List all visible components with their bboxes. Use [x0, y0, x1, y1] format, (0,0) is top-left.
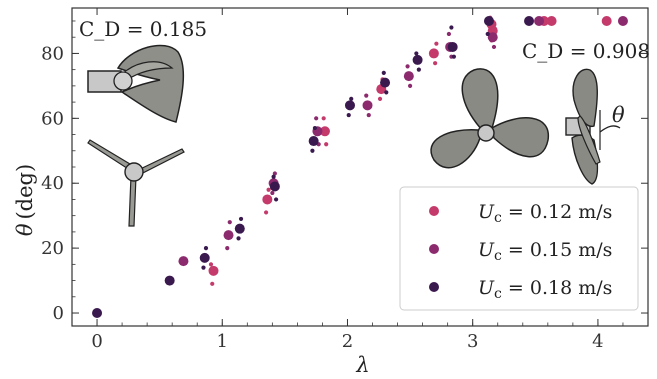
scatter-dot-series-3 — [312, 125, 318, 131]
y-tick-label: 0 — [53, 303, 64, 324]
scatter-dot-series-3 — [274, 197, 279, 202]
scatter-dot-series-3 — [449, 25, 454, 30]
legend-marker-series-2 — [429, 244, 439, 254]
legend-marker-series-1 — [429, 206, 439, 216]
x-axis-label: λ — [355, 353, 369, 377]
scatter-dot-series-1 — [208, 262, 214, 267]
data-points — [92, 15, 628, 319]
data-point-series-3 — [164, 275, 175, 286]
scatter-dot-series-2 — [446, 31, 452, 37]
scatter-dot-series-3 — [485, 31, 490, 37]
y-axis-label: θ (deg) — [13, 164, 37, 236]
scatter-dot-series-1 — [210, 281, 215, 286]
cd-right-annotation: C_D = 0.908 — [522, 39, 650, 63]
scatter-dot-series-2 — [314, 116, 319, 121]
y-tick-label: 20 — [41, 238, 64, 259]
data-point-series-3 — [412, 54, 423, 65]
y-tick-label: 60 — [41, 108, 64, 129]
scatter-dot-series-2 — [270, 190, 275, 196]
side-view-rotor-icon: θ — [565, 68, 625, 185]
scatter-dot-series-2 — [405, 64, 410, 69]
data-point-series-1 — [546, 15, 557, 26]
data-point-series-2 — [178, 256, 189, 267]
x-tick-label: 2 — [342, 331, 353, 352]
data-point-series-1 — [208, 265, 219, 276]
x-axis-ticks: 0 1 2 3 4 — [71, 8, 624, 352]
three-blade-thin-rotor-icon — [87, 139, 185, 227]
scatter-dot-series-1 — [321, 116, 326, 121]
scatter-dot-series-2 — [407, 83, 413, 88]
data-point-series-2 — [223, 230, 234, 241]
scatter-dot-series-2 — [364, 93, 369, 98]
scatter-dot-series-3 — [414, 51, 419, 56]
scatter-dot-series-3 — [346, 112, 351, 118]
legend-label-series-1: Uc = 0.12 m/s — [478, 201, 612, 226]
y-axis-symbol: θ — [13, 223, 37, 236]
scatter-dot-series-2 — [272, 171, 277, 176]
x-tick-label: 4 — [592, 331, 603, 352]
data-point-series-2 — [487, 32, 498, 43]
scatter-dot-series-1 — [377, 96, 383, 101]
scatter-dot-series-1 — [263, 210, 269, 215]
scatter-dot-series-1 — [434, 41, 439, 46]
cd-left-annotation: C_D = 0.185 — [79, 17, 207, 41]
legend-box — [399, 186, 639, 311]
y-axis-ticks: 0 20 40 60 80 — [41, 20, 648, 324]
x-tick-label: 0 — [91, 331, 102, 352]
data-point-series-1 — [601, 15, 612, 26]
data-point-series-3 — [483, 15, 494, 26]
y-tick-label: 40 — [41, 173, 64, 194]
scatter-dot-series-3 — [310, 148, 315, 153]
scatter-dot-series-2 — [227, 220, 232, 225]
x-tick-label: 3 — [467, 331, 478, 352]
three-blade-wide-rotor-icon — [430, 68, 549, 169]
scatter-dot-series-3 — [416, 67, 421, 72]
scatter-dot-series-3 — [271, 174, 276, 179]
theta-marker-label: θ — [612, 103, 625, 127]
scatter-dot-series-1 — [266, 187, 271, 192]
data-point-series-3 — [380, 77, 391, 88]
data-point-series-3 — [269, 181, 280, 192]
data-point-series-1 — [262, 194, 273, 205]
legend-label-series-3: Uc = 0.18 m/s — [478, 277, 612, 302]
data-point-series-2 — [403, 71, 414, 82]
scatter-dot-series-2 — [366, 112, 371, 118]
scatter-dot-series-3 — [236, 236, 241, 241]
scatter-dot-series-3 — [238, 216, 244, 222]
scatter-dot-series-3 — [201, 265, 206, 270]
data-point-series-2 — [534, 15, 545, 26]
scatter-dot-series-2 — [491, 44, 497, 50]
scatter-dot-series-1 — [324, 142, 329, 147]
data-point-series-1 — [319, 126, 330, 137]
data-point-series-3 — [447, 41, 458, 52]
data-point-series-3 — [344, 100, 355, 111]
legend: Uc = 0.12 m/s Uc = 0.15 m/s Uc = 0.18 m/s — [399, 186, 639, 311]
scatter-dot-series-2 — [225, 246, 230, 251]
scatter-dot-series-3 — [203, 246, 209, 251]
data-point-series-2 — [617, 15, 628, 26]
scatter-dot-series-3 — [451, 54, 457, 59]
data-point-series-3 — [199, 252, 210, 263]
scatter-dot-series-3 — [381, 70, 386, 75]
legend-marker-series-3 — [429, 282, 439, 292]
data-point-series-3 — [308, 136, 319, 147]
scatter-dot-series-3 — [384, 90, 389, 95]
rotor-with-hub-icon — [87, 44, 185, 123]
legend-label-series-2: Uc = 0.15 m/s — [478, 239, 612, 264]
data-point-series-3 — [524, 15, 535, 26]
x-tick-label: 1 — [217, 331, 228, 352]
scatter-dot-series-3 — [349, 96, 354, 101]
data-point-series-3 — [92, 308, 103, 319]
data-point-series-3 — [234, 223, 245, 234]
scatter-dot-series-1 — [433, 61, 438, 66]
y-tick-label: 80 — [41, 43, 64, 64]
data-point-series-1 — [428, 48, 439, 59]
y-axis-unit: (deg) — [13, 164, 37, 220]
data-point-series-2 — [362, 100, 373, 111]
